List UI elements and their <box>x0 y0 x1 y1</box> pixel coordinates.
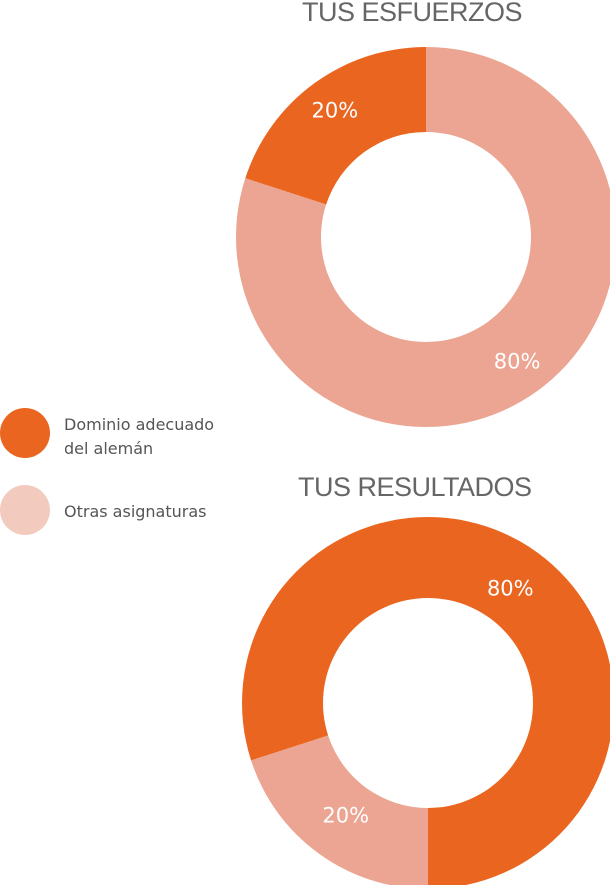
slice-label-dominio-adecuado-del-aleman: 80% <box>487 577 534 601</box>
slice-dominio-adecuado-del-aleman <box>245 47 426 205</box>
chart-title-resultados: TUS RESULTADOS <box>298 472 532 502</box>
legend-swatch-dominio <box>0 408 50 458</box>
slice-dominio-adecuado-del-aleman <box>242 517 610 885</box>
legend-label-dominio: Dominio adecuado del alemán <box>64 415 215 458</box>
donut-chart-resultados: 80% 20% <box>242 517 610 885</box>
legend-label-otras: Otras asignaturas <box>64 502 207 521</box>
slice-label-otras-asignaturas: 80% <box>494 349 541 373</box>
chart-title-esfuerzos: TUS ESFUERZOS <box>302 0 523 27</box>
legend-item-otras: Otras asignaturas <box>0 485 240 537</box>
legend-swatch-otras <box>0 485 50 535</box>
legend-item-dominio: Dominio adecuado del alemán <box>0 408 240 460</box>
slice-otras-asignaturas <box>251 735 428 885</box>
slice-otras-asignaturas <box>236 47 610 427</box>
donut-chart-esfuerzos: 20% 80% <box>236 47 610 427</box>
slice-label-otras-asignaturas: 20% <box>322 803 369 827</box>
slice-label-dominio-adecuado-del-aleman: 20% <box>312 99 359 123</box>
